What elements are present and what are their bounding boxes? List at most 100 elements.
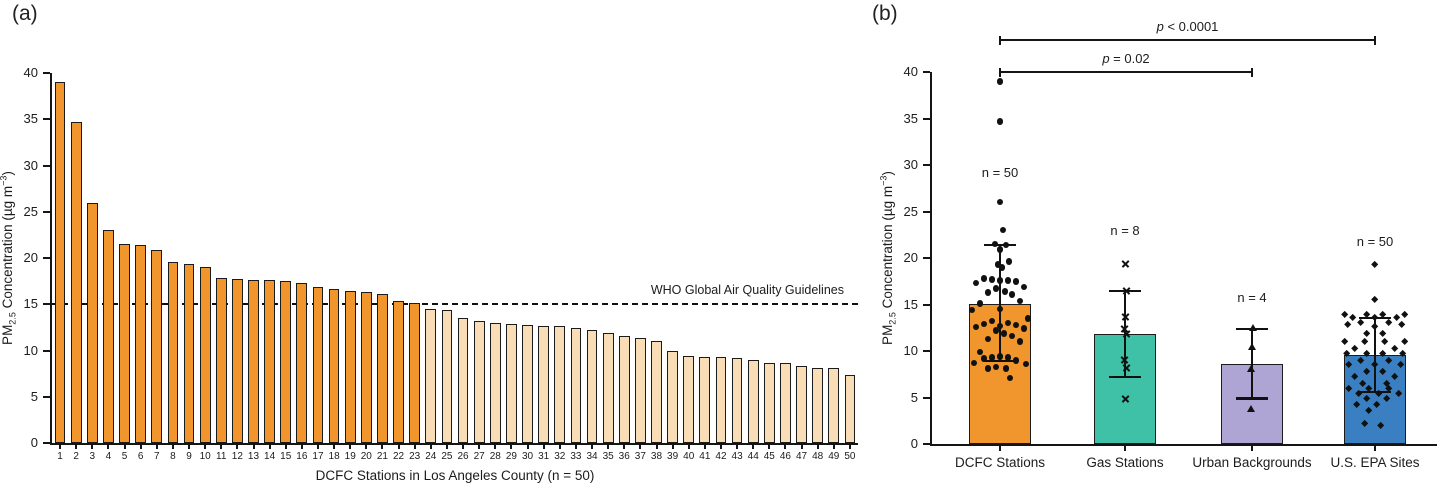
station-bar	[103, 230, 114, 443]
y-axis-tick-label: 10	[23, 342, 38, 358]
scatter-point-circle	[996, 305, 1004, 313]
station-bar	[747, 359, 759, 443]
scatter-point-circle	[1001, 288, 1009, 295]
x-axis-tick-label: 7	[153, 451, 160, 462]
x-axis-tick	[381, 443, 384, 449]
x-axis-tick	[333, 443, 336, 449]
station-bar	[602, 332, 614, 443]
scatter-point-diamond	[1344, 321, 1352, 329]
scatter-point-circle	[1002, 241, 1010, 249]
x-axis-tick	[623, 443, 626, 449]
scatter-point-circle	[984, 289, 992, 296]
scatter-point-diamond	[1361, 337, 1369, 346]
station-bar	[296, 282, 308, 443]
station-bar	[667, 351, 679, 443]
x-axis-tick-label: 44	[747, 451, 759, 462]
scatter-point-circle	[968, 306, 976, 314]
scatter-point-circle	[1004, 277, 1012, 284]
scatter-point-circle	[988, 317, 996, 325]
scatter-point-circle	[1004, 319, 1012, 327]
x-axis-tick	[703, 443, 706, 449]
x-axis-tick-label: 41	[699, 451, 711, 462]
x-axis-tick	[204, 443, 207, 449]
station-bar	[280, 281, 292, 443]
error-bar-cap-top	[984, 243, 1016, 247]
x-axis-tick-label: 23	[409, 451, 421, 462]
station-bar	[522, 324, 533, 443]
x-axis-tick	[155, 443, 158, 449]
scatter-point-circle	[1008, 291, 1016, 298]
station-bar	[119, 244, 130, 443]
scatter-point-diamond	[1391, 345, 1399, 353]
y-axis-title-superscript: −3	[0, 175, 9, 186]
station-bar	[473, 320, 485, 443]
scatter-point-circle	[992, 285, 1000, 292]
x-axis-tick	[123, 443, 126, 449]
y-axis-tick	[923, 71, 930, 73]
station-bar	[264, 280, 276, 443]
x-axis-tick-label: 39	[667, 451, 679, 462]
x-axis-tick-label: 48	[812, 451, 824, 462]
scatter-point-circle	[1005, 258, 1013, 265]
scatter-point-circle	[1002, 365, 1010, 372]
scatter-point-circle	[980, 355, 988, 362]
y-axis-tick-label: 5	[30, 388, 38, 404]
x-axis-tick-label: 12	[231, 451, 243, 462]
x-axis-tick	[999, 444, 1001, 451]
scatter-point-triangle	[1246, 365, 1255, 373]
significance-p-value: p = 0.02	[1102, 51, 1150, 66]
y-axis-tick	[923, 117, 930, 120]
x-axis-tick	[365, 443, 368, 449]
station-bar	[586, 330, 598, 443]
x-axis-tick	[252, 443, 255, 449]
x-axis-tick	[591, 443, 594, 449]
x-axis-tick-label: 19	[344, 451, 356, 462]
y-axis-tick-label: 30	[903, 157, 918, 172]
x-axis-tick	[800, 443, 803, 449]
x-axis-tick-label: 17	[312, 451, 324, 462]
y-axis-tick	[43, 164, 50, 167]
y-axis-tick	[43, 118, 50, 121]
y-axis-tick-label: 30	[23, 157, 38, 173]
y-axis-tick-label: 20	[23, 250, 38, 265]
station-bar	[215, 278, 227, 443]
x-axis-tick-label: 25	[441, 451, 453, 462]
significance-bracket-line	[1000, 71, 1252, 74]
x-axis-tick	[316, 443, 319, 449]
scatter-point-circle	[996, 78, 1004, 85]
station-bar	[377, 294, 388, 443]
y-axis-tick	[43, 257, 50, 259]
station-bar	[135, 245, 147, 443]
y-axis-tick-label: 25	[903, 203, 918, 219]
y-axis-tick-label: 20	[903, 250, 918, 265]
x-axis-tick-label: 1	[57, 451, 63, 462]
station-bar	[651, 341, 662, 443]
y-axis-tick	[923, 257, 930, 259]
scatter-point-diamond	[1371, 260, 1379, 269]
station-bar	[506, 323, 517, 443]
station-bar	[70, 122, 82, 443]
scatter-point-diamond	[1357, 319, 1365, 327]
x-axis-tick-label: 16	[296, 451, 308, 462]
p-symbol: p	[1156, 19, 1164, 34]
y-axis-tick	[43, 395, 50, 398]
x-axis-tick	[671, 443, 674, 449]
x-axis-tick-label: 24	[425, 451, 437, 462]
scatter-point-diamond	[1351, 345, 1359, 353]
scatter-point-circle	[996, 246, 1004, 253]
x-axis-tick-label: 43	[731, 451, 743, 462]
scatter-point-circle	[984, 365, 992, 372]
x-axis-category-label: Urban Backgrounds	[1192, 455, 1312, 470]
scatter-point-circle	[992, 327, 1000, 334]
x-axis-tick-label: 32	[554, 451, 566, 462]
scatter-point-diamond	[1393, 313, 1401, 322]
scatter-point-diamond	[1385, 319, 1393, 327]
x-axis-tick	[1124, 444, 1126, 451]
x-axis-tick	[832, 443, 835, 449]
scatter-point-circle	[1012, 357, 1020, 364]
x-axis-tick-label: 3	[89, 451, 96, 462]
station-bar	[715, 356, 727, 443]
station-bar	[409, 303, 421, 443]
scatter-point-x	[1121, 394, 1130, 403]
y-axis-tick	[43, 442, 50, 444]
